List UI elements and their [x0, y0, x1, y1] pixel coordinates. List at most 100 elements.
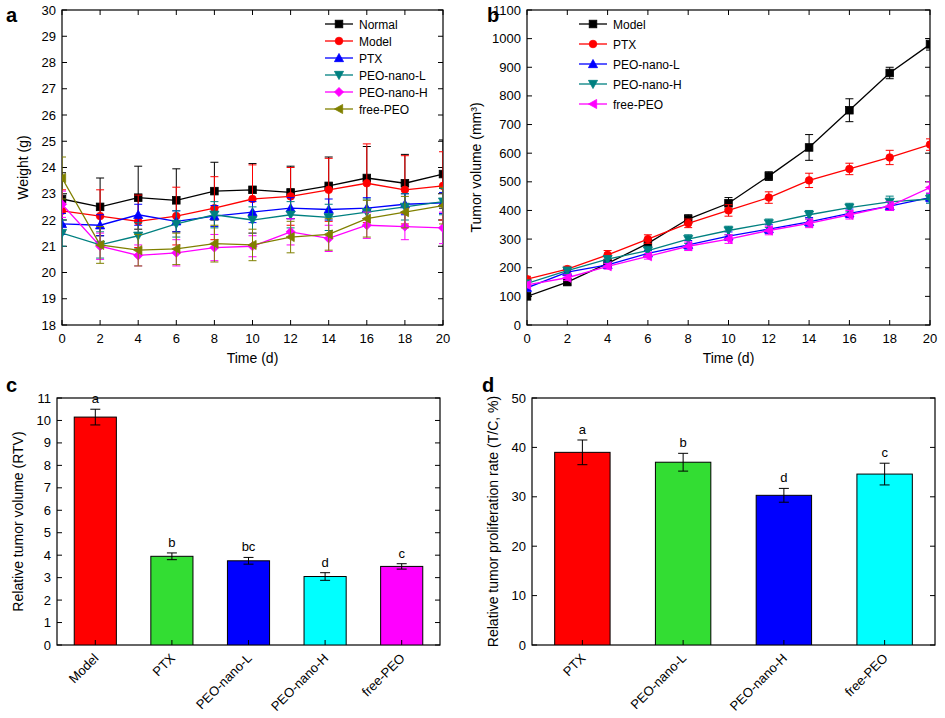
error-cap	[62, 213, 66, 214]
error-bar	[401, 156, 409, 224]
error-cap	[287, 166, 295, 167]
legend-marker	[335, 37, 343, 45]
data-point	[926, 41, 930, 49]
error-cap	[167, 559, 177, 560]
error-cap	[96, 263, 104, 264]
data-point	[643, 252, 651, 261]
error-bar	[134, 234, 142, 266]
y-tick	[57, 487, 62, 488]
x-tick-mirror	[607, 10, 608, 15]
x-tick-mirror	[62, 10, 63, 15]
x-tick-label: 0	[523, 331, 530, 346]
series-line	[527, 145, 930, 280]
error-cap	[439, 151, 443, 152]
y-tick-mirror	[930, 496, 935, 497]
data-point	[439, 182, 443, 190]
y-tick	[57, 510, 62, 511]
y-tick	[527, 38, 532, 39]
x-tick	[527, 320, 528, 325]
x-tick-mirror	[138, 10, 139, 15]
data-point	[210, 239, 218, 248]
y-tick	[62, 62, 67, 63]
y-tick-label: 23	[42, 186, 56, 201]
y-tick-label: 27	[42, 81, 56, 96]
data-point	[363, 179, 371, 187]
y-tick-mirror	[925, 239, 930, 240]
error-bar	[96, 227, 104, 264]
error-cap	[886, 196, 894, 197]
error-bar	[886, 67, 894, 78]
plot-area	[527, 39, 930, 301]
y-tick-mirror	[438, 246, 443, 247]
error-bar	[62, 190, 66, 232]
y-axis-label: Relative tumor volume (RTV)	[10, 431, 26, 611]
error-cap	[325, 158, 333, 159]
x-tick-mirror	[688, 10, 689, 15]
legend-label: PEO-nano-H	[613, 78, 682, 92]
error-bar	[886, 202, 894, 211]
y-tick	[57, 622, 62, 623]
x-tick	[728, 320, 729, 325]
plot-frame	[532, 398, 935, 645]
error-cap	[287, 201, 295, 202]
x-tick-label: 10	[245, 331, 259, 346]
error-bar	[397, 564, 407, 569]
data-point	[603, 262, 611, 271]
error-stem	[95, 409, 96, 425]
y-tick-mirror	[435, 622, 440, 623]
x-tick	[328, 320, 329, 325]
error-cap	[325, 199, 333, 200]
error-cap	[210, 162, 218, 163]
legend-marker	[335, 20, 343, 28]
y-tick	[527, 124, 532, 125]
y-tick-label: 10	[512, 588, 526, 603]
error-bar	[249, 165, 257, 233]
error-cap	[172, 187, 180, 188]
y-tick	[62, 298, 67, 299]
x-tick-label: 14	[802, 331, 816, 346]
error-cap	[363, 197, 371, 198]
legend-marker	[588, 99, 596, 108]
y-tick-mirror	[930, 595, 935, 596]
error-cap	[62, 189, 66, 190]
error-cap	[926, 50, 930, 51]
data-point	[286, 233, 294, 242]
error-bar	[886, 202, 894, 211]
error-cap	[287, 218, 295, 219]
error-cap	[172, 210, 180, 211]
bar	[555, 452, 610, 645]
error-cap	[363, 143, 371, 144]
error-cap	[886, 150, 894, 151]
y-tick-mirror	[930, 398, 935, 399]
error-cap	[880, 484, 890, 485]
x-tick-label: 10	[721, 331, 735, 346]
error-cap	[401, 227, 409, 228]
y-tick	[532, 447, 537, 448]
y-tick-label: 20	[42, 265, 56, 280]
data-point	[845, 210, 853, 219]
error-cap	[401, 239, 409, 240]
y-tick-label: 1100	[493, 3, 521, 18]
error-cap	[62, 191, 66, 192]
y-tick-label: 30	[512, 489, 526, 504]
error-bar	[926, 39, 930, 50]
error-cap	[210, 225, 218, 226]
error-cap	[96, 226, 104, 227]
x-tick-label: 4	[604, 331, 611, 346]
y-tick-mirror	[930, 645, 935, 646]
plot-area	[555, 440, 913, 645]
data-point	[886, 69, 894, 77]
y-tick-label: 11	[38, 391, 52, 406]
x-tick-mirror	[527, 10, 528, 15]
x-tick-label: 4	[135, 331, 142, 346]
x-tick-label: PEO-nano-L	[193, 651, 255, 713]
significance-letter: a	[92, 391, 100, 406]
y-tick-label: 400	[499, 203, 521, 218]
error-bar	[325, 219, 333, 251]
error-cap	[325, 204, 333, 205]
significance-letter: a	[579, 422, 587, 437]
error-cap	[577, 439, 587, 440]
error-cap	[886, 164, 894, 165]
data-point	[172, 220, 181, 228]
x-tick	[567, 320, 568, 325]
